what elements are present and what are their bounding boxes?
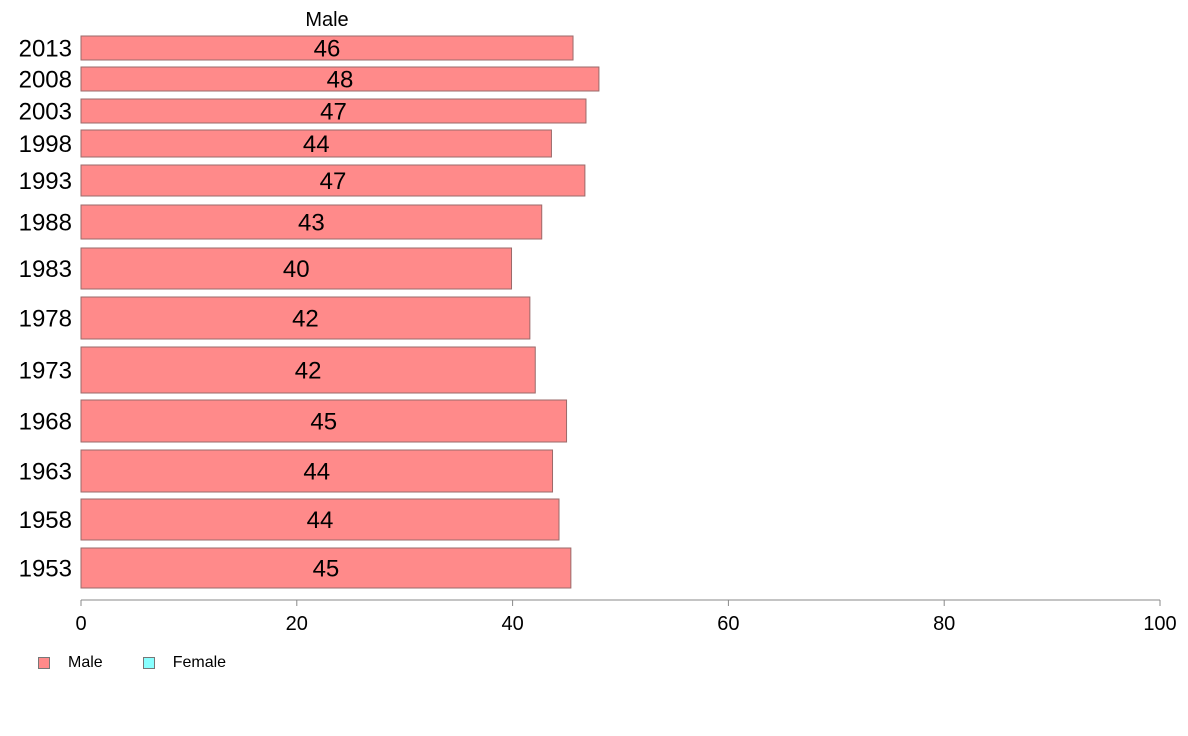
bar-1953 bbox=[80, 547, 572, 589]
legend-item-female: Female bbox=[142, 654, 227, 672]
bar-value-label-1968: 45 bbox=[310, 409, 337, 436]
category-label-2003: 2003 bbox=[19, 99, 72, 126]
bar-value-label-1983: 40 bbox=[283, 256, 310, 283]
x-tick-label-60: 60 bbox=[717, 613, 739, 635]
category-labels: 2013 2008 2003 1998 1993 1988 1983 1978 1973 1968… bbox=[19, 36, 72, 583]
bar-1968 bbox=[80, 399, 568, 443]
bar-1988 bbox=[80, 204, 543, 240]
bar-value-label-2003: 47 bbox=[320, 99, 347, 126]
x-tick-label-20: 20 bbox=[286, 613, 308, 635]
legend: Male Female bbox=[38, 654, 266, 672]
x-tick-label-0: 0 bbox=[75, 613, 86, 635]
bar-value-label-1973: 42 bbox=[295, 358, 322, 385]
bar-2003 bbox=[80, 98, 587, 124]
category-label-1983: 1983 bbox=[19, 256, 72, 283]
bar-value-label-1988: 43 bbox=[298, 210, 325, 237]
bar-2008 bbox=[80, 66, 600, 92]
bar-value-label-1958: 44 bbox=[307, 507, 334, 534]
bar-value-label-1993: 47 bbox=[320, 168, 347, 195]
bar-1978 bbox=[80, 296, 531, 340]
legend-swatch-female bbox=[142, 657, 155, 669]
bar-1973 bbox=[80, 346, 536, 394]
legend-label-female: Female bbox=[172, 654, 227, 671]
bar-value-label-2013: 46 bbox=[314, 36, 341, 63]
category-label-1998: 1998 bbox=[19, 131, 72, 158]
bar-value-label-1998: 44 bbox=[303, 131, 330, 158]
chart-title: Male bbox=[305, 9, 348, 31]
category-label-1988: 1988 bbox=[19, 210, 72, 237]
bar-1993 bbox=[80, 164, 586, 197]
category-label-2013: 2013 bbox=[19, 36, 72, 63]
bar-2013 bbox=[80, 35, 574, 61]
category-label-1978: 1978 bbox=[19, 306, 72, 333]
x-tick-label-80: 80 bbox=[933, 613, 955, 635]
category-label-1953: 1953 bbox=[19, 556, 72, 583]
bar-value-label-1963: 44 bbox=[303, 459, 330, 486]
category-label-1993: 1993 bbox=[19, 168, 72, 195]
category-label-1973: 1973 bbox=[19, 358, 72, 385]
x-tick-label-100: 100 bbox=[1143, 613, 1176, 635]
legend-item-male: Male bbox=[38, 654, 103, 672]
legend-swatch-male bbox=[38, 657, 50, 669]
bar-1998 bbox=[80, 129, 552, 158]
category-label-2008: 2008 bbox=[19, 67, 72, 94]
category-label-1963: 1963 bbox=[19, 459, 72, 486]
category-label-1968: 1968 bbox=[19, 409, 72, 436]
bar-value-label-1953: 45 bbox=[313, 556, 340, 583]
bar-1958 bbox=[80, 498, 560, 541]
category-label-1958: 1958 bbox=[19, 507, 72, 534]
legend-label-male: Male bbox=[68, 654, 103, 671]
bar-1963 bbox=[80, 449, 554, 493]
bar-value-label-2008: 48 bbox=[327, 67, 354, 94]
bar-1983 bbox=[80, 247, 513, 290]
x-axis: 0 20 40 60 80 100 bbox=[75, 599, 1177, 635]
x-tick-label-40: 40 bbox=[501, 613, 523, 635]
bar-value-label-1978: 42 bbox=[292, 306, 319, 333]
bars-group: 46 48 47 44 47 43 40 42 42 45 44 44 45 bbox=[80, 35, 600, 589]
